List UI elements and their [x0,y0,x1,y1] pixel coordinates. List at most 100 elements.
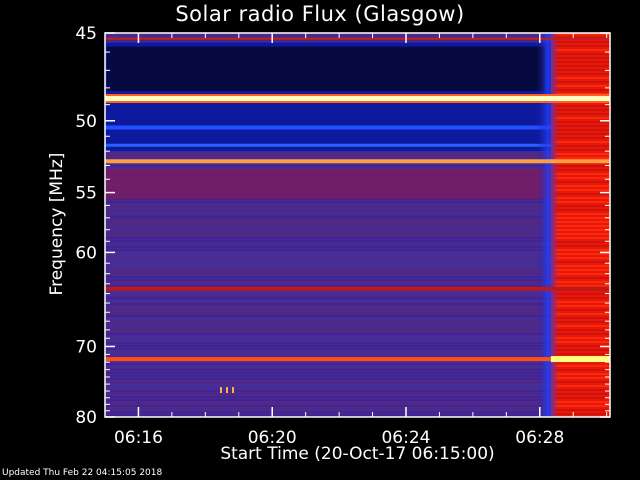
burst-onset [536,33,559,417]
emission-stripe [105,267,551,269]
y-tick-label: 55 [75,184,97,204]
interference-line [105,96,610,102]
y-tick-label: 80 [75,408,97,428]
emission-stripe [105,408,551,410]
burst-stripe [554,85,610,87]
burst-stripe [554,61,610,63]
burst-stripe [554,341,610,343]
emission-stripe [105,165,551,167]
burst-stripe [554,81,610,83]
burst-stripe [554,73,610,75]
emission-stripe [105,261,551,263]
emission-stripe [105,339,551,341]
burst-stripe [554,269,610,271]
burst-stripe [554,113,610,115]
emission-stripe [105,405,551,407]
emission-stripe [105,252,551,254]
emission-stripe [105,276,551,278]
emission-stripe [105,387,551,389]
burst-stripe [554,169,610,171]
burst-stripe [554,173,610,175]
burst-stripe [554,65,610,67]
emission-stripe [105,375,551,377]
y-tick-label: 70 [75,337,97,357]
burst-stripe [554,413,610,415]
emission-stripe [105,312,551,314]
emission-stripe [105,366,551,368]
burst-stripe [554,145,610,147]
emission-stripe [105,243,551,245]
emission-stripe [105,39,551,41]
burst-stripe [554,69,610,71]
emission-stripe [105,390,551,392]
low-frequency-band-core [107,46,545,91]
burst-stripe [554,385,610,387]
burst-stripe [554,181,610,183]
y-axis-label: Frequency [MHz] [47,152,67,296]
emission-stripe [105,372,551,374]
burst-stripe [554,405,610,407]
emission-stripe [105,327,551,329]
burst-stripe [554,141,610,143]
x-tick-label: 06:28 [515,428,564,448]
burst-stripe [554,401,610,403]
burst-stripe [554,209,610,211]
emission-stripe [105,270,551,272]
emission-stripe [105,249,551,251]
burst-stripe [554,133,610,135]
chart-title: Solar radio Flux (Glasgow) [175,2,465,26]
emission-stripe [105,414,551,416]
burst-stripe [554,345,610,347]
emission-stripe [105,411,551,413]
emission-stripe [105,342,551,344]
burst-stripe [554,373,610,375]
emission-stripe [105,297,551,299]
emission-stripe [105,207,551,209]
burst-stripe [554,369,610,371]
burst-stripe [554,89,610,91]
burst-stripe [554,305,610,307]
emission-stripe [105,291,551,293]
burst-stripe [554,285,610,287]
emission-stripe [105,228,551,230]
emission-stripe [105,213,551,215]
burst-stripe [554,205,610,207]
x-axis: 06:16 06:20 06:24 06:28 [104,33,608,448]
emission-stripe [105,255,551,257]
burst-stripe [554,225,610,227]
emission-stripe [105,201,551,203]
burst-stripe [554,389,610,391]
burst-stripe [554,121,610,123]
burst-stripe [554,409,610,411]
y-tick-label: 45 [75,24,97,44]
emission-stripe [105,378,551,380]
emission-stripe [105,321,551,323]
burst-stripe [554,293,610,295]
emission-stripe [105,231,551,233]
burst-stripe [554,93,610,95]
emission-stripe [105,330,551,332]
interference-line-edge [105,94,610,97]
burst-stripe [554,217,610,219]
artifact-mark [232,387,234,393]
burst-stripe [554,117,610,119]
burst-stripe [554,157,610,159]
burst-stripe [554,45,610,47]
emission-stripe [105,285,551,287]
emission-stripe [105,351,551,353]
emission-stripe [105,333,551,335]
emission-stripe [105,222,551,224]
burst-stripe [554,249,610,251]
burst-stripe [554,241,610,243]
x-tick-label: 06:16 [114,428,163,448]
emission-stripe [105,300,551,302]
burst-stripe [554,397,610,399]
burst-stripe [554,245,610,247]
band-highlight [105,125,551,130]
x-tick-label: 06:20 [248,428,297,448]
emission-stripe [105,354,551,356]
update-timestamp: Updated Thu Feb 22 04:15:05 2018 [2,468,163,478]
emission-stripe [105,345,551,347]
emission-stripe [105,369,551,371]
